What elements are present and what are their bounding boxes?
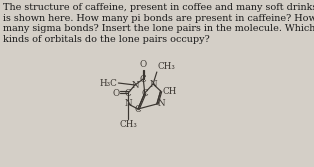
Text: H₃C: H₃C <box>100 78 118 88</box>
Text: N: N <box>158 100 165 109</box>
Text: CH₃: CH₃ <box>158 62 176 71</box>
Text: N: N <box>124 100 132 109</box>
Text: kinds of orbitals do the lone pairs occupy?: kinds of orbitals do the lone pairs occu… <box>3 35 210 43</box>
Text: C: C <box>140 74 147 84</box>
Text: many sigma bonds? Insert the lone pairs in the molecule. Which: many sigma bonds? Insert the lone pairs … <box>3 24 314 33</box>
Text: O: O <box>112 89 119 98</box>
Text: The structure of caffeine, present in coffee and many soft drinks,: The structure of caffeine, present in co… <box>3 3 314 12</box>
Text: CH: CH <box>162 87 176 96</box>
Text: O: O <box>140 60 147 69</box>
Text: C: C <box>125 89 132 98</box>
Text: N: N <box>131 80 139 90</box>
Text: CH₃: CH₃ <box>119 120 137 129</box>
Text: C: C <box>135 105 141 114</box>
Text: N: N <box>149 79 157 89</box>
Text: is shown here. How many pi bonds are present in caffeine? How: is shown here. How many pi bonds are pre… <box>3 14 314 23</box>
Text: C: C <box>141 89 148 98</box>
